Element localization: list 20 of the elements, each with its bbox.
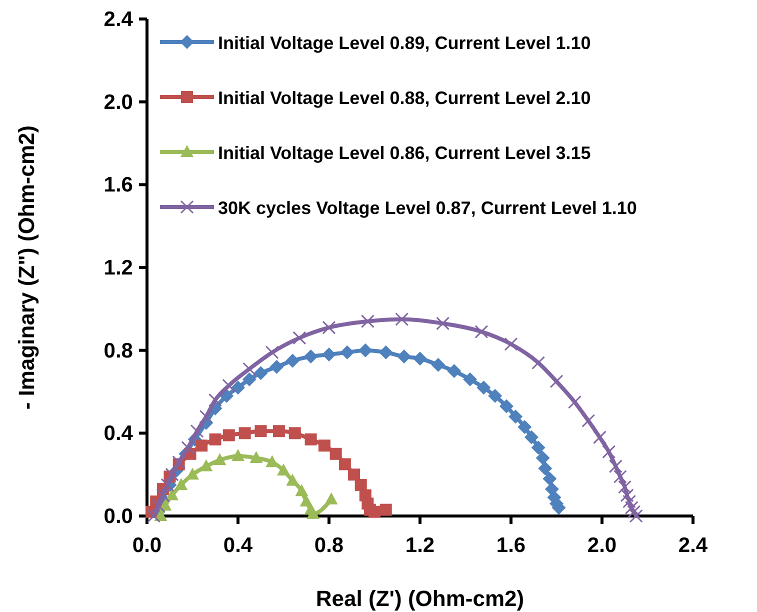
x-tick-label: 1.6 [496,534,526,557]
x-tick-label: 0.0 [132,534,162,557]
y-tick-label: 0.4 [104,422,134,446]
y-tick-label: 0.8 [104,339,134,362]
x-tick-label: 2.4 [678,534,708,557]
x-tick-label: 1.2 [405,534,435,557]
legend-label: Initial Voltage Level 0.86, Current Level 3.15 [218,143,591,163]
x-tick-label: 0.4 [223,534,253,557]
y-tick-label: 1.2 [104,256,133,280]
y-tick-label: 2.0 [104,90,133,114]
x-axis-title: Real (Z') (Ohm-cm2) [316,586,524,611]
x-tick-label: 0.8 [314,534,344,557]
y-tick-label: 0.0 [104,505,133,528]
legend-label: 30K cycles Voltage Level 0.87, Current Level 1.10 [218,198,637,218]
y-tick-label: 1.6 [104,174,133,197]
y-axis-title: - Imaginary (Z") (Ohm-cm2) [14,125,39,410]
y-tick-label: 2.4 [104,8,134,31]
x-tick-label: 2.0 [587,534,617,557]
legend-label: Initial Voltage Level 0.88, Current Level 2.10 [218,88,591,108]
legend-label: Initial Voltage Level 0.89, Current Level 1.10 [218,33,591,53]
